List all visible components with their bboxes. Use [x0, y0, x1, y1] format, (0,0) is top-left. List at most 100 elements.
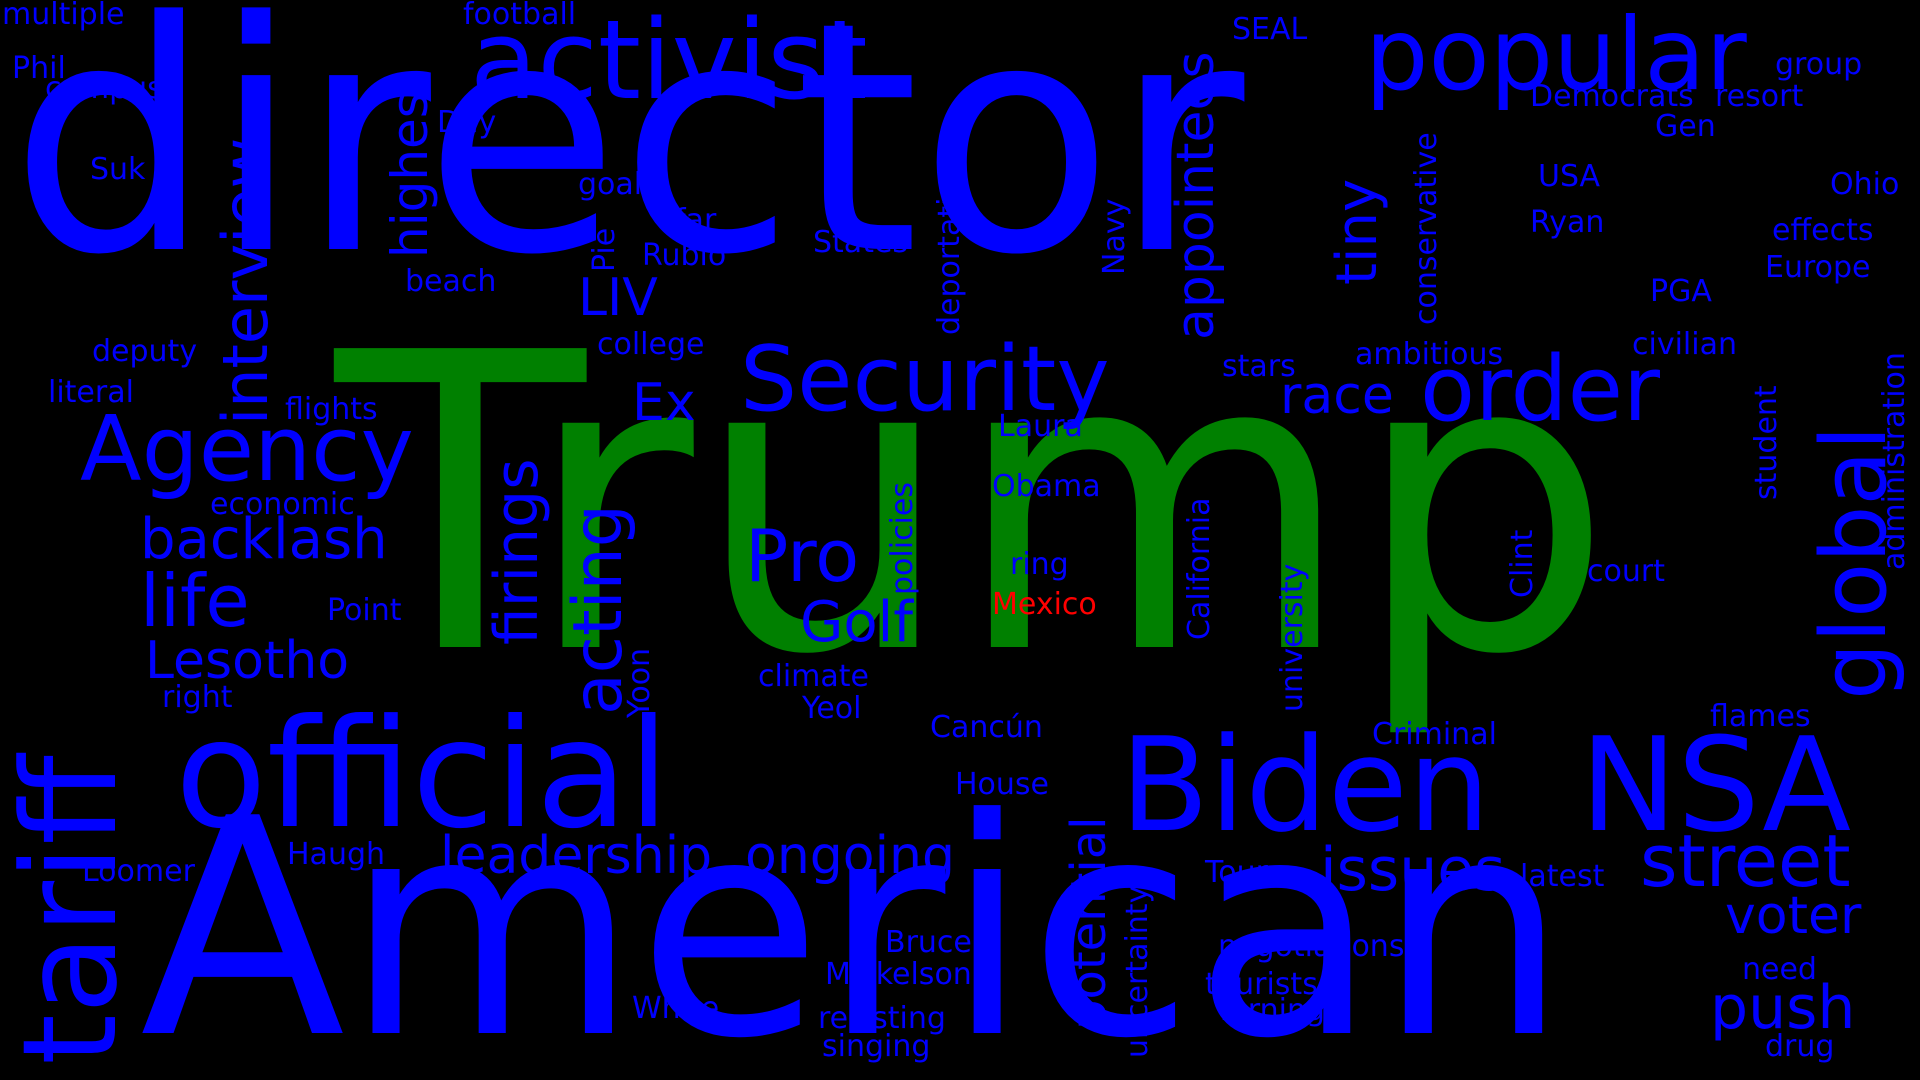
word-conservative: conservative [1409, 132, 1444, 325]
word-yoon: Yoon [622, 647, 657, 718]
word-goals: goals [578, 167, 658, 202]
word-ongoing: ongoing [745, 826, 956, 886]
word-interview: interview [209, 137, 282, 425]
word-director: director [10, 0, 1245, 324]
word-suk: Suk [90, 152, 146, 187]
word-flights: flights [285, 392, 378, 427]
word-leadership: leadership [440, 826, 713, 886]
word-phil: Phil [12, 51, 66, 86]
word-push: push [1710, 973, 1856, 1043]
word-nsa: NSA [1580, 709, 1852, 861]
word-far: far [675, 203, 717, 238]
word-ohio: Ohio [1830, 167, 1900, 202]
word-negotiations: negotiations [1218, 929, 1405, 964]
word-tour: Tour [1205, 855, 1268, 890]
word-usa: USA [1538, 159, 1601, 194]
word-clint: Clint [1505, 529, 1540, 598]
word-california: California [1182, 497, 1217, 640]
word-economic: economic [210, 487, 355, 522]
word-deputy: deputy [92, 334, 198, 369]
word-seal: SEAL [1232, 12, 1308, 47]
word-haugh: Haugh [287, 837, 386, 872]
word-literal: literal [48, 375, 134, 410]
word-appointees: appointees [1166, 51, 1226, 340]
word-turning: Turning [1215, 993, 1325, 1028]
word-policies: policies [885, 482, 920, 595]
word-trump: Trump [335, 266, 1614, 744]
word-ring: ring [1010, 547, 1069, 582]
word-pro: Pro [745, 514, 860, 598]
word-biden: Biden [1120, 709, 1491, 861]
word-criminal: Criminal [1372, 717, 1497, 752]
word-stars: stars [1222, 349, 1296, 384]
word-race: race [1280, 366, 1394, 426]
word-cancun: Cancún [930, 710, 1043, 745]
word-court: court [1587, 554, 1665, 589]
word-effects: effects [1772, 213, 1874, 248]
word-liv: LIV [578, 268, 658, 328]
word-university: university [1275, 563, 1310, 712]
word-bruce: Bruce [885, 925, 972, 960]
word-latest: latest [1520, 859, 1605, 894]
word-loomer: Loomer [82, 854, 195, 889]
word-street: street [1640, 819, 1851, 903]
word-resisting: resisting [818, 1001, 946, 1036]
word-mickelson: Mickelson [825, 957, 972, 992]
word-college: college [597, 327, 705, 362]
word-tourists: tourists [1205, 967, 1318, 1002]
word-climate: climate [758, 659, 869, 694]
word-voter: voter [1725, 886, 1862, 946]
word-pga: PGA [1650, 274, 1712, 309]
word-navy: Navy [1097, 198, 1132, 275]
word-agency: Agency [80, 397, 414, 502]
word-order: order [1420, 337, 1660, 442]
word-backlash: backlash [140, 507, 388, 572]
word-gen: Gen [1655, 109, 1716, 144]
word-issues: issues [1320, 835, 1506, 905]
word-rubio: Rubio [642, 238, 727, 273]
word-american: American [140, 755, 1568, 1080]
word-flames: flames [1710, 699, 1811, 734]
word-highest: highest [381, 72, 439, 258]
word-lesotho: Lesotho [145, 631, 350, 691]
word-ex: Ex [632, 373, 696, 433]
word-yeol: Yeol [802, 691, 862, 726]
word-potential: potential [1061, 816, 1117, 1030]
word-ambitious: ambitious [1355, 337, 1504, 372]
word-need: need [1742, 952, 1817, 987]
word-tariff: tariff [0, 755, 146, 1065]
word-group: group [1775, 47, 1863, 82]
word-democrats: Democrats [1530, 79, 1694, 114]
word-ryan: Ryan [1530, 205, 1605, 240]
word-life: life [140, 559, 250, 643]
word-pie: Pie [587, 227, 622, 272]
word-right: right [162, 680, 233, 715]
word-football: football [463, 0, 577, 32]
word-tiny: tiny [1325, 178, 1390, 285]
word-point: Point [327, 593, 402, 628]
word-student: student [1749, 385, 1784, 500]
word-administration: administration [1877, 352, 1912, 570]
word-official: official [175, 688, 670, 862]
word-multiple: multiple [2, 0, 125, 32]
word-drug: drug [1765, 1029, 1835, 1064]
word-house: House [955, 767, 1050, 802]
word-singing: singing [822, 1029, 931, 1064]
word-resort: resort [1715, 79, 1804, 114]
word-deportation: deportation [932, 160, 967, 335]
word-obama: Obama [992, 469, 1101, 504]
word-civilian: civilian [1632, 327, 1737, 362]
word-beach: beach [405, 264, 497, 299]
word-europe: Europe [1765, 250, 1871, 285]
word-states: States [813, 225, 909, 260]
word-popular: popular [1365, 0, 1747, 113]
word-laura: Laura [998, 409, 1083, 444]
word-firings: firings [482, 458, 552, 645]
word-campus: campus [45, 71, 163, 106]
word-mexico: Mexico [992, 587, 1097, 622]
word-day: Day [437, 105, 497, 140]
word-uncertainty: uncertainty [1120, 885, 1155, 1058]
word-white: White [632, 991, 720, 1026]
word-activist: activist [470, 0, 868, 124]
